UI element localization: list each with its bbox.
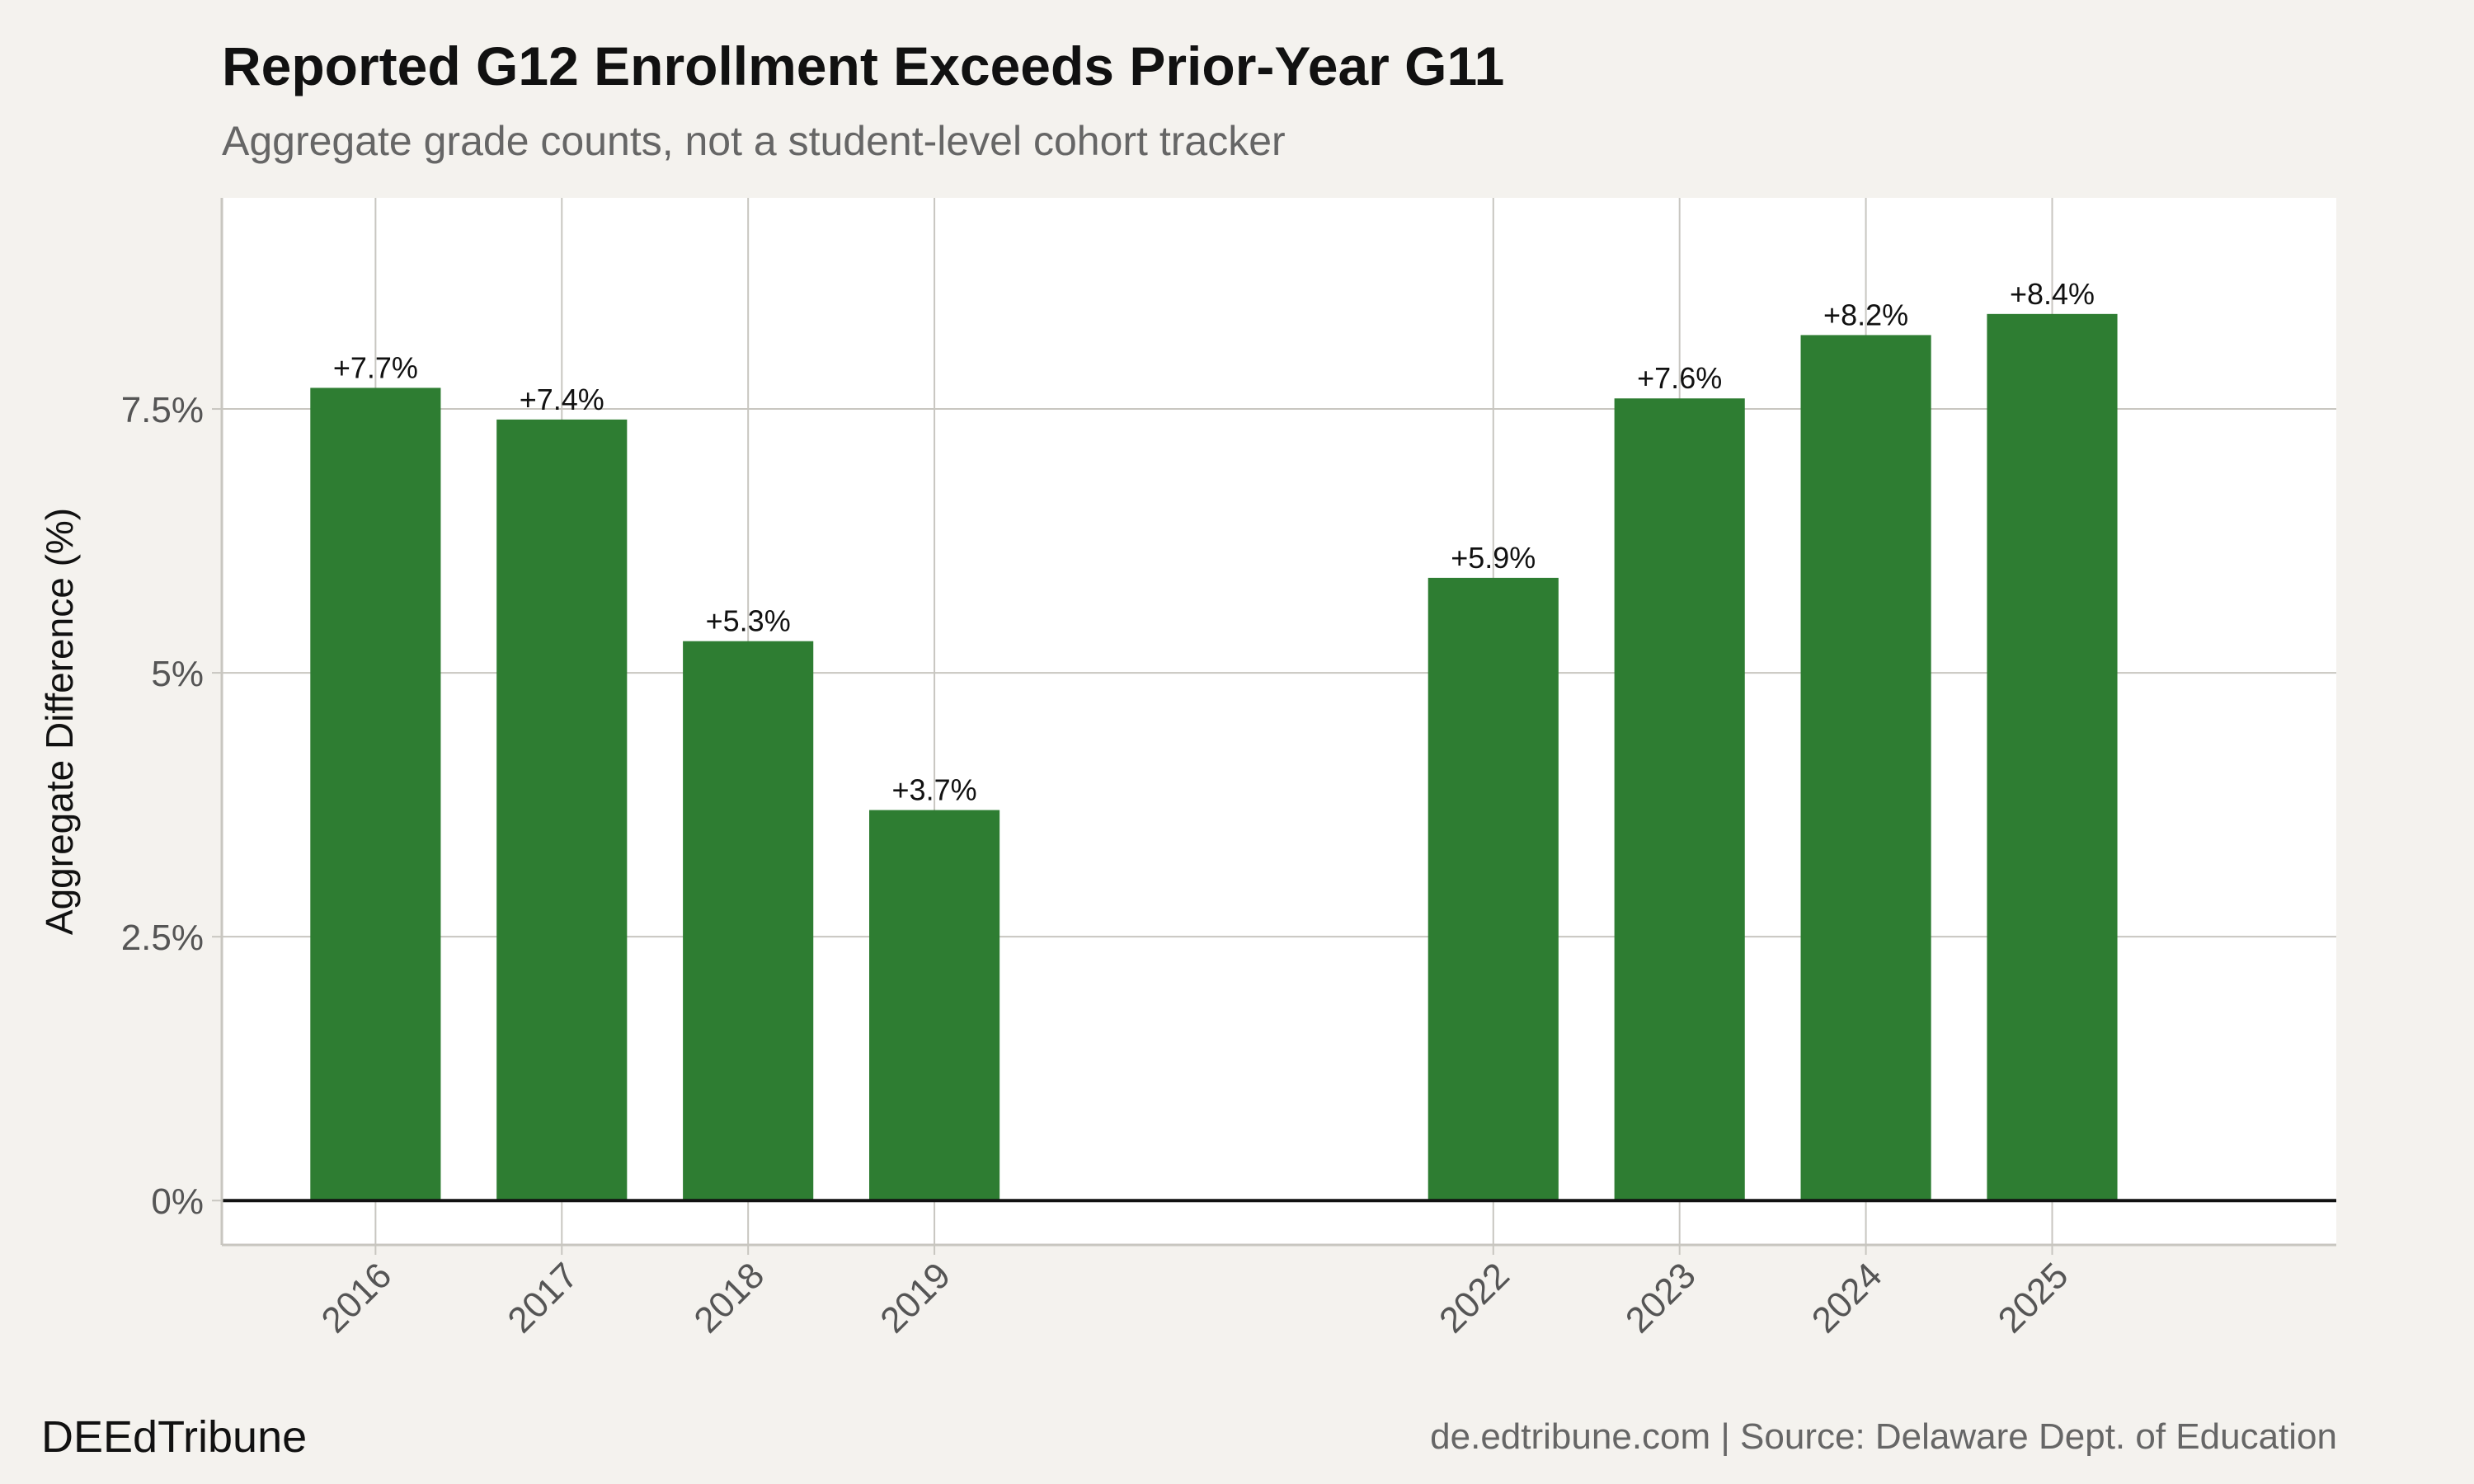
data-label-2018: +5.3% [706, 604, 791, 638]
bars [310, 313, 2118, 1201]
chart-title: Reported G12 Enrollment Exceeds Prior-Ye… [222, 35, 1505, 96]
x-tick-label: 2023 [1618, 1255, 1704, 1341]
bar-2018 [683, 641, 814, 1201]
data-label-2022: +5.9% [1451, 541, 1536, 575]
brand-name: DEEdTribune [41, 1412, 308, 1462]
data-label-2025: +8.4% [2010, 277, 2095, 311]
data-label-2024: +8.2% [1823, 298, 1908, 331]
chart-subtitle: Aggregate grade counts, not a student-le… [222, 118, 1286, 164]
data-label-2016: +7.7% [333, 350, 418, 384]
x-tick-label: 2024 [1804, 1255, 1890, 1341]
data-label-2023: +7.6% [1637, 361, 1722, 395]
bar-2025 [1987, 313, 2118, 1201]
y-tick-label: 0% [151, 1181, 204, 1222]
bar-2023 [1614, 398, 1745, 1201]
x-tick-label: 2019 [872, 1255, 958, 1341]
bar-2022 [1427, 577, 1559, 1201]
x-tick-label: 2016 [314, 1255, 400, 1341]
bar-2016 [310, 387, 441, 1201]
data-labels: +7.7% +7.4% +5.3% +3.7% +5.9% +7.6% +8.2% +8.4% [333, 277, 2095, 807]
x-tick-label: 2017 [500, 1255, 586, 1341]
y-axis-label: Aggregate Difference (%) [38, 508, 81, 935]
y-tick-label: 7.5% [121, 390, 204, 430]
x-tick-label: 2025 [1991, 1255, 2077, 1341]
y-tick-label: 5% [151, 654, 204, 694]
bar-2019 [869, 810, 1000, 1201]
x-tick-label: 2018 [686, 1255, 772, 1341]
data-label-2019: +3.7% [892, 773, 977, 807]
y-tick-label: 2.5% [121, 918, 204, 958]
x-tick-label: 2022 [1432, 1255, 1517, 1341]
data-label-2017: +7.4% [520, 383, 604, 416]
bar-2024 [1800, 335, 1931, 1201]
source-note: de.edtribune.com | Source: Delaware Dept… [1430, 1416, 2337, 1457]
bar-2017 [496, 419, 628, 1201]
